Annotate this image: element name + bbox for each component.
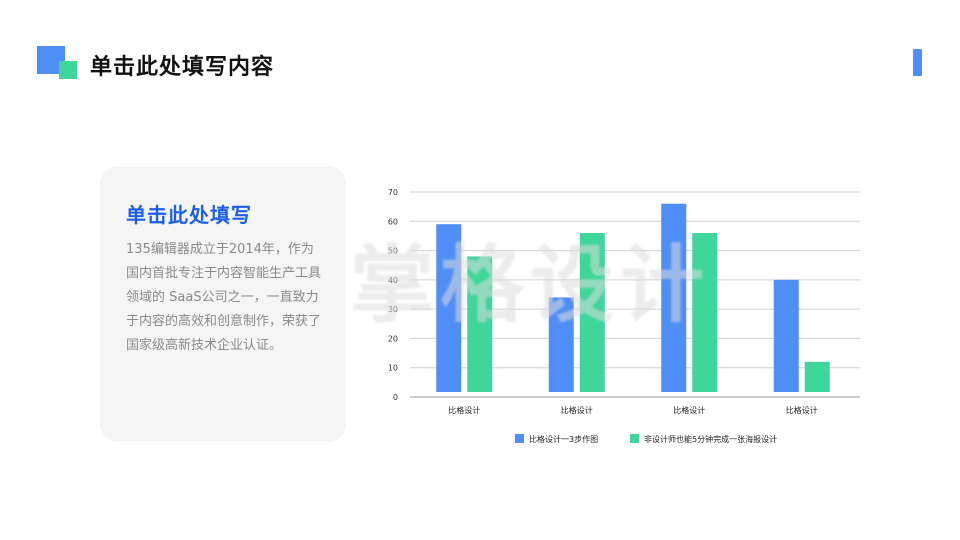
bar-series-1: [548, 297, 574, 392]
legend-label: 非设计师也能5分钟完成一张海报设计: [644, 434, 777, 444]
legend-label: 比格设计一3步作图: [529, 434, 598, 444]
accent-bar: [913, 49, 922, 76]
bar-series-2: [804, 361, 830, 392]
chart-x-categories: 比格设计 比格设计 比格设计 比格设计: [448, 405, 818, 415]
y-tick-label: 60: [388, 217, 398, 226]
legend-swatch: [630, 434, 639, 443]
x-category-label: 比格设计: [673, 405, 705, 415]
bar-series-2: [692, 233, 718, 392]
info-card: 单击此处填写 135编辑器成立于2014年，作为国内首批专注于内容智能生产工具领…: [100, 166, 346, 442]
chart-y-ticks: 0 10 20 30 40 50 60 70: [388, 188, 398, 402]
chart-bars: [436, 203, 830, 392]
card-title[interactable]: 单击此处填写: [126, 203, 252, 227]
bar-series-1: [436, 224, 462, 392]
y-tick-label: 30: [388, 305, 398, 314]
y-tick-label: 70: [388, 188, 398, 197]
y-tick-label: 10: [388, 364, 398, 373]
x-category-label: 比格设计: [786, 405, 818, 415]
bar-series-2: [467, 256, 493, 392]
bar-series-1: [661, 203, 687, 392]
y-tick-label: 50: [388, 247, 398, 256]
legend-swatch: [515, 434, 524, 443]
y-tick-label: 20: [388, 334, 398, 343]
x-category-label: 比格设计: [561, 405, 593, 415]
bar-series-1: [773, 279, 799, 392]
y-tick-label: 0: [393, 393, 398, 402]
y-tick-label: 40: [388, 276, 398, 285]
x-category-label: 比格设计: [448, 405, 480, 415]
logo-mark: [37, 46, 79, 82]
card-body-text[interactable]: 135编辑器成立于2014年，作为国内首批专注于内容智能生产工具领域的 SaaS…: [126, 242, 322, 353]
bar-series-2: [579, 233, 605, 392]
chart-legend: 比格设计一3步作图 非设计师也能5分钟完成一张海报设计: [515, 434, 777, 444]
logo-square-green: [59, 61, 77, 79]
page-title[interactable]: 单击此处填写内容: [90, 55, 275, 80]
